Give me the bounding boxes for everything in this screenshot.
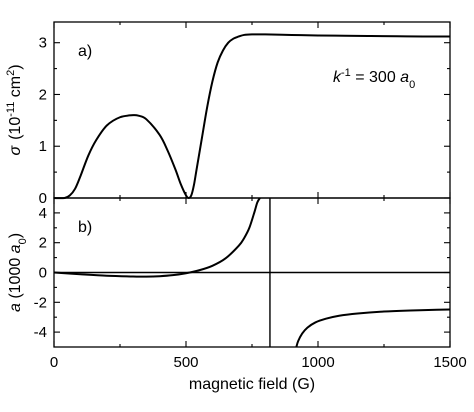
ylabel-a-unit-exponent: -11 xyxy=(5,102,17,117)
panel-b-y-tick-labels: -4 -2 0 2 4 xyxy=(34,205,47,341)
panel-a-y-axis-title: σ (10-11 cm2) xyxy=(5,64,24,155)
annotation-k-exponent: -1 xyxy=(341,67,351,79)
panel-b-x-tick-label: 1500 xyxy=(433,354,466,371)
ylabel-b-a-symbol: a xyxy=(7,303,24,312)
panel-b-scattering-length-above-resonance xyxy=(295,308,451,348)
x-axis-title: magnetic field (G) xyxy=(189,376,315,393)
panel-b-label: b) xyxy=(78,219,92,236)
panel-a-ticks xyxy=(53,22,451,199)
panel-a-label: a) xyxy=(78,43,92,60)
ylabel-b-unit: (1000 xyxy=(7,253,24,303)
ylabel-a-unit-square: 2 xyxy=(5,70,17,76)
panel-b-y-tick-label: 2 xyxy=(39,235,47,252)
panel-b-x-tick-label: 500 xyxy=(173,354,198,371)
panel-b-y-axis-title: a (1000 a0) xyxy=(7,233,29,312)
ylabel-a-sigma: σ xyxy=(7,145,24,156)
panel-b-y-tick-label: -2 xyxy=(34,294,47,311)
ylabel-b-a0-symbol: a xyxy=(7,244,24,253)
ylabel-a-unit-base: (10 xyxy=(7,117,24,140)
panel-b-y-tick-label: 4 xyxy=(39,205,47,222)
ylabel-b-a0-subscript: 0 xyxy=(17,238,29,244)
panel-b-y-tick-label: 0 xyxy=(39,265,47,282)
annotation-a-subscript: 0 xyxy=(409,79,415,91)
panel-b-ticks xyxy=(53,198,451,347)
panel-a-cross-section-curve xyxy=(53,33,451,200)
panel-a-y-tick-label: 0 xyxy=(39,190,47,207)
panel-b-scattering-length-below-resonance xyxy=(53,197,261,278)
panel-b-y-tick-label: -4 xyxy=(34,324,47,341)
panel-b-x-tick-label: 0 xyxy=(50,354,58,371)
ylabel-b-close: ) xyxy=(7,233,24,238)
ylabel-a-close: ) xyxy=(7,64,24,69)
panel-a-y-tick-label: 3 xyxy=(39,35,47,52)
panel-a-y-tick-labels: 0 1 2 3 xyxy=(39,35,47,207)
annotation-a-symbol: a xyxy=(400,69,409,86)
ylabel-a-unit-cm: cm xyxy=(7,76,24,102)
panel-a-y-tick-label: 1 xyxy=(39,138,47,155)
panel-b-x-tick-labels: 0 500 1000 1500 xyxy=(50,354,467,371)
panel-a-frame xyxy=(53,21,451,199)
panel-a-annotation: k-1 = 300 a0 xyxy=(333,67,415,91)
panel-b-x-tick-label: 1000 xyxy=(301,354,334,371)
annotation-k-symbol: k xyxy=(333,69,342,86)
annotation-value: = 300 xyxy=(351,69,400,86)
panel-a-y-tick-label: 2 xyxy=(39,86,47,103)
